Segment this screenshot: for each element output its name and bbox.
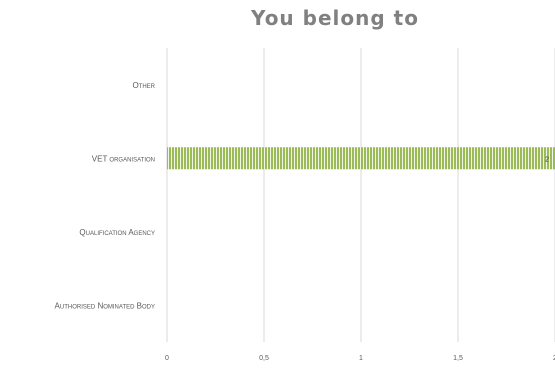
chart-title: You belong to <box>251 6 419 30</box>
category-label: Qualification Agency <box>79 228 155 237</box>
category-label: VET organisation <box>92 154 155 163</box>
data-label: 2 <box>545 156 549 163</box>
x-tick-label: 1 <box>359 355 363 362</box>
x-axis-tick-labels: 0 0,5 1 1,5 2 <box>165 355 555 362</box>
category-label: Authorised Nominated Body <box>55 301 155 310</box>
category-label: Other <box>132 81 155 90</box>
x-tick-label: 2 <box>553 355 555 362</box>
x-tick-label: 0,5 <box>259 355 269 362</box>
x-tick-label: 1,5 <box>453 355 463 362</box>
gridlines <box>166 48 555 342</box>
x-tick-label: 0 <box>165 355 169 362</box>
category-labels: Other VET organisation Qualification Agenc… <box>55 81 156 311</box>
bar <box>167 147 555 170</box>
data-labels: 2 <box>545 156 549 163</box>
bars <box>167 147 555 170</box>
